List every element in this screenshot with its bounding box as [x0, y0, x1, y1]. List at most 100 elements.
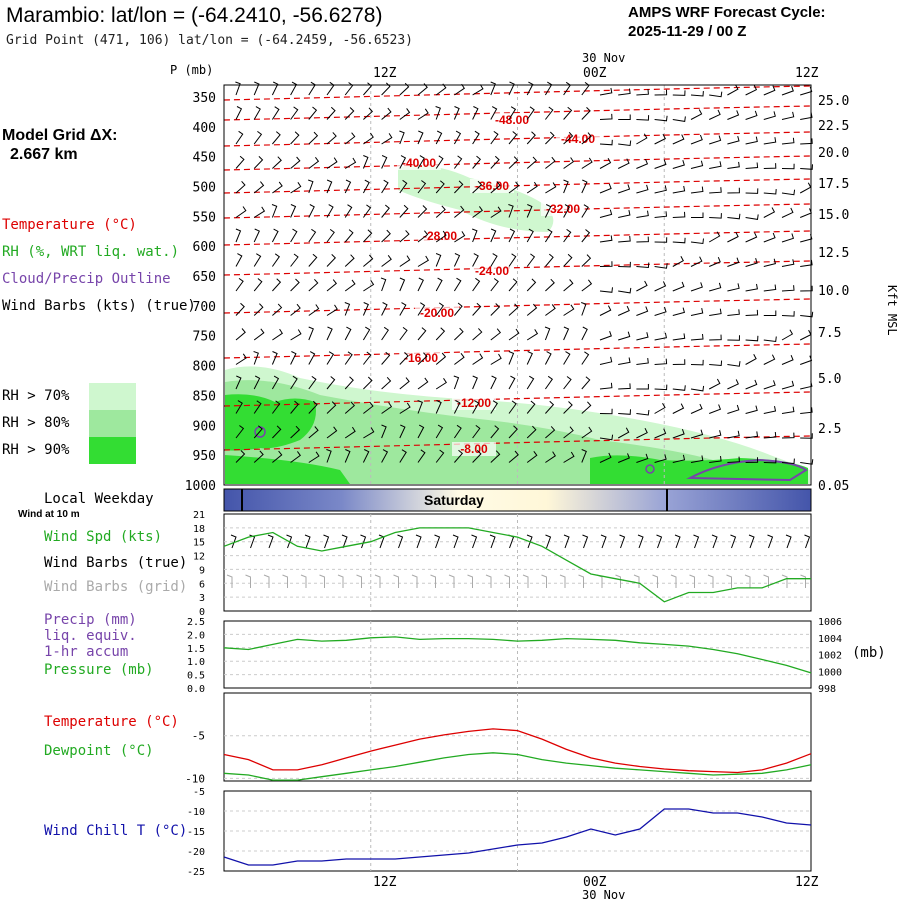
surface-wind-barb [730, 534, 737, 549]
wind-barb [709, 91, 723, 98]
wind-barb [253, 425, 263, 439]
wind-barb [745, 309, 759, 316]
wind-barb [563, 228, 572, 243]
rh-key-90: RH > 90% [2, 442, 70, 458]
wind-barb [508, 106, 517, 120]
wind-barb [745, 136, 758, 145]
wind-barb [799, 329, 812, 341]
wind-barb [763, 85, 776, 96]
wind-barb [272, 278, 282, 292]
wind-barb [472, 253, 479, 267]
wind-barb [290, 204, 297, 218]
surface-wind-barb [526, 534, 533, 549]
wind-barb [362, 302, 369, 316]
isotherm-label: -8.00 [460, 442, 488, 456]
wind-chill-tick: -15 [187, 827, 205, 838]
wind-barb [235, 155, 245, 169]
wind-speed-tick: 12 [193, 552, 205, 563]
pressure-tick: 950 [193, 449, 216, 464]
wind-barb [435, 327, 446, 341]
wind-barb [508, 375, 516, 390]
wind-barb [435, 400, 442, 414]
wind-barb [417, 277, 424, 292]
wind-barb [763, 207, 776, 218]
surface-wind-barb [674, 534, 681, 549]
wind-barb [599, 331, 612, 341]
wind-barb [399, 402, 411, 414]
wind-barb [362, 326, 371, 341]
wind-speed-tick: 3 [199, 593, 205, 604]
isotherm [223, 230, 812, 246]
wind-barb [363, 401, 374, 414]
wind-barb [581, 449, 587, 463]
wind-barb [472, 84, 484, 96]
rh-swatch-90 [89, 437, 136, 464]
wind-barb [781, 111, 795, 120]
wind-barb [454, 205, 465, 218]
wind-barb [272, 131, 281, 145]
wind-barb [381, 204, 390, 218]
wind-barb [599, 305, 612, 316]
surface-wind-barb-grid [430, 574, 436, 588]
forecast-cycle: AMPS WRF Forecast Cycle: 2025-11-29 / 00… [628, 3, 826, 41]
surface-wind-barb-grid [393, 574, 399, 588]
wind-barb [545, 253, 554, 267]
wind-barb [763, 137, 777, 145]
wind-barb [253, 228, 260, 243]
wind-barb [763, 431, 777, 439]
wind-barb [563, 81, 571, 96]
wind-barb [253, 81, 260, 96]
wind-barb [745, 214, 759, 220]
rh-key-80: RH > 80% [2, 415, 70, 431]
bottom-date: 30 Nov [582, 888, 625, 900]
wind-barb [417, 130, 424, 145]
wind-speed-tick: 21 [193, 510, 205, 521]
wind-barb [672, 116, 686, 122]
wind-barb [618, 140, 632, 147]
wind-barb [235, 277, 244, 292]
pressure-tick: 600 [193, 240, 216, 255]
wind-barb [763, 163, 777, 169]
precip-tick: 2.0 [187, 630, 205, 641]
surface-wind-barb-grid [263, 574, 270, 588]
wind-barb [763, 189, 777, 195]
wind-barb [399, 255, 411, 267]
wind-barb [781, 137, 795, 145]
wind-speed-tick: 6 [199, 579, 205, 590]
wind-barb [453, 130, 462, 145]
wind-barb [563, 426, 574, 439]
kft-tick: 25.0 [818, 94, 849, 109]
surface-wind-barb-grid [781, 574, 788, 588]
bottom-tick-12z-b: 12Z [795, 875, 819, 890]
wind-barb [690, 403, 703, 414]
isotherm-label-bg [470, 264, 514, 278]
kft-tick: 22.5 [818, 119, 849, 134]
wind-barb [508, 181, 520, 194]
pressure-line [223, 636, 812, 674]
wind-barb [435, 180, 445, 194]
surface-wind-barb-grid [652, 574, 658, 588]
wind-barb [709, 135, 722, 145]
wind-barb [344, 82, 354, 96]
wind-barb [599, 434, 614, 441]
wind-barb [381, 179, 389, 194]
wind-barb [618, 114, 631, 120]
surface-wind-barb-grid [282, 574, 288, 588]
wind-barb [545, 451, 556, 463]
wind-barb [563, 401, 573, 414]
wind-barb [453, 277, 462, 292]
wind-barb [508, 450, 519, 463]
wind-barb [290, 400, 300, 414]
surface-wind-barb [323, 534, 330, 549]
wind-barb [290, 81, 298, 96]
wind-barb [399, 302, 407, 316]
surface-wind-barb [656, 534, 663, 549]
wind-barb [618, 235, 631, 243]
precip-label-1: Precip (mm) [44, 612, 137, 628]
wind-barb [763, 310, 777, 316]
bottom-tick-00z: 00Z [583, 875, 607, 890]
station-title: Marambio: lat/lon = (-64.2410, -56.6278) [6, 4, 383, 27]
wind-barb [508, 253, 517, 267]
surface-wind-barb [341, 534, 348, 549]
wind-barb [417, 377, 429, 390]
